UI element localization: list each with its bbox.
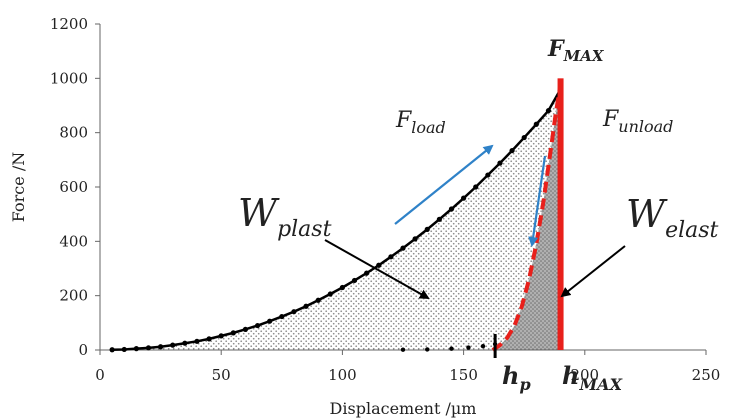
x-tick-label: 200	[570, 366, 599, 384]
load-curve-point	[242, 326, 249, 332]
annotation-f-unload: Funload	[602, 107, 673, 136]
x-tick-label: 50	[212, 366, 231, 384]
load-curve-point	[400, 245, 406, 251]
load-curve-point	[230, 330, 236, 336]
series-layer	[109, 78, 564, 358]
load-curve-point	[412, 236, 418, 242]
annotation-f-load: Fload	[395, 108, 446, 137]
load-curve-point	[533, 121, 539, 127]
load-curve-point	[485, 172, 491, 178]
unloading-direction-arrow	[528, 155, 547, 247]
load-curve-point	[133, 346, 139, 352]
x-tick-label: 150	[449, 366, 478, 384]
x-tick-label: 100	[328, 366, 357, 384]
unload-curve-line	[491, 83, 563, 352]
load-curve-point	[376, 262, 382, 268]
axes: 0 200 400 600 800 1000 1200 0 50 100 150 200 250	[50, 15, 721, 384]
w-elast-pointer-arrow	[560, 245, 626, 298]
y-tick-label: 1000	[50, 69, 88, 87]
y-tick-label: 600	[59, 178, 88, 196]
annotation-w-elast: Welast	[626, 192, 719, 243]
y-tick-label: 1200	[50, 15, 88, 33]
x-axis-title: Displacement /µm	[330, 399, 477, 418]
annotation-h-max: hMAX	[562, 361, 623, 394]
load-curve-point	[170, 342, 176, 348]
low-load-point	[449, 346, 454, 351]
low-load-point	[466, 345, 471, 350]
annotation-h-p: hp	[502, 361, 531, 394]
load-curve-point	[291, 309, 297, 315]
svg-text:Welast: Welast	[626, 192, 719, 243]
y-ticks: 0 200 400 600 800 1000 1200	[50, 15, 100, 359]
load-curve-point	[521, 134, 527, 141]
load-curve-point	[448, 206, 455, 212]
load-curve-point	[194, 338, 200, 344]
x-ticks: 0 50 100 150 200 250	[95, 350, 720, 384]
load-curve-point	[461, 195, 467, 201]
load-curve-point	[267, 318, 273, 324]
w-plast-pointer-arrow	[324, 239, 430, 299]
load-curve-point	[279, 313, 285, 320]
load-curve-point	[327, 291, 333, 297]
y-tick-label: 400	[59, 232, 88, 250]
low-load-point	[480, 343, 486, 349]
load-curve-point	[473, 184, 479, 190]
svg-text:Wplast: Wplast	[238, 191, 332, 242]
load-curve-point	[145, 345, 152, 351]
load-curve-point	[206, 336, 212, 342]
load-curve-point	[303, 303, 309, 309]
annotation-f-max: FMAX	[547, 36, 605, 65]
load-curve-point	[509, 147, 515, 154]
svg-text:hp: hp	[502, 361, 531, 394]
load-curve-point	[424, 226, 430, 232]
y-tick-label: 800	[59, 124, 88, 142]
load-curve-point	[109, 347, 115, 353]
load-curve-point	[121, 346, 127, 353]
work-areas	[100, 83, 561, 351]
svg-text:hMAX: hMAX	[562, 361, 623, 394]
load-curve-point	[218, 333, 224, 339]
plastic-work-area	[100, 83, 561, 351]
svg-text:Fload: Fload	[395, 108, 446, 137]
load-curve-point	[497, 160, 503, 166]
loading-direction-arrow	[394, 144, 494, 225]
load-curve-point	[388, 254, 394, 260]
svg-text:FMAX: FMAX	[547, 36, 605, 65]
load-curve-point	[315, 297, 321, 303]
y-tick-label: 200	[59, 287, 88, 305]
x-tick-label: 250	[692, 366, 721, 384]
load-curve-point	[254, 322, 261, 329]
load-curve-point	[158, 344, 164, 350]
load-curve-point	[364, 270, 370, 276]
elastic-work-area	[492, 83, 561, 351]
f-max-vertical-line	[557, 78, 564, 350]
svg-text:Funload: Funload	[602, 107, 673, 136]
y-axis-title: Force /N	[9, 152, 28, 222]
load-curve-point	[545, 108, 552, 114]
low-load-point	[425, 347, 430, 352]
load-curve-point	[339, 284, 345, 291]
x-tick-label: 0	[95, 366, 105, 384]
load-curve-point	[182, 340, 188, 346]
load-curve-point	[436, 216, 442, 222]
annotation-w-plast: Wplast	[238, 191, 332, 242]
load-curve-point	[351, 277, 358, 284]
arrows	[324, 144, 626, 299]
low-load-point	[400, 347, 406, 352]
y-tick-label: 0	[78, 341, 88, 359]
